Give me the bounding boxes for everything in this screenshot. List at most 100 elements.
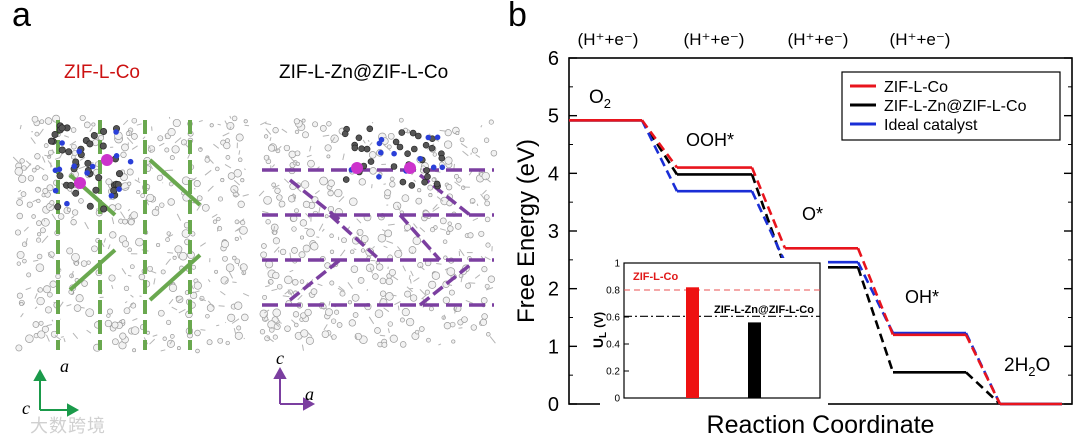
- struct-atom-bond: [51, 213, 57, 221]
- struct-atom: [15, 344, 23, 352]
- struct-atom: [212, 219, 218, 224]
- struct-atom: [43, 285, 51, 294]
- struct-atom-bond: [12, 156, 20, 164]
- right-axis-label-c: c: [276, 348, 284, 368]
- struct-atom-bond: [200, 329, 206, 331]
- struct-atom: [398, 117, 404, 123]
- struct-atom-bond: [160, 349, 166, 352]
- struct-atom-bond: [432, 204, 438, 210]
- struct-atom-bond: [408, 274, 411, 280]
- struct-atom-bond: [394, 301, 401, 306]
- energy-connector: [750, 190, 787, 263]
- cluster-atom: [56, 172, 64, 180]
- struct-atom: [431, 177, 436, 182]
- struct-atom-bond: [229, 115, 232, 119]
- struct-atom-bond: [362, 139, 366, 144]
- struct-atom: [442, 239, 448, 244]
- struct-atom: [484, 194, 490, 200]
- struct-atom-bond: [167, 234, 174, 238]
- struct-atom-bond: [328, 300, 331, 306]
- y-tick-label: 4: [548, 163, 559, 185]
- struct-atom-bond: [123, 186, 130, 190]
- cluster-atom: [428, 144, 436, 152]
- state-label-o2: O2: [589, 87, 611, 111]
- struct-atom-bond: [356, 218, 362, 224]
- struct-atom: [260, 251, 267, 259]
- struct-atom: [154, 206, 160, 211]
- struct-atom: [394, 249, 403, 258]
- struct-atom: [130, 211, 139, 220]
- struct-atom-bond: [174, 137, 182, 144]
- struct-atom: [225, 263, 235, 272]
- struct-atom: [384, 189, 392, 197]
- struct-atom-bond: [436, 263, 442, 265]
- struct-atom-bond: [391, 275, 399, 281]
- nitrogen-atom: [52, 167, 59, 174]
- struct-atom: [231, 115, 238, 122]
- struct-atom-bond: [271, 164, 275, 168]
- struct-atom-bond: [278, 204, 282, 208]
- struct-atom-bond: [176, 213, 182, 221]
- nitrogen-atom: [84, 170, 90, 176]
- struct-atom: [44, 306, 53, 314]
- nitrogen-atom: [425, 134, 432, 141]
- struct-atom: [196, 195, 203, 202]
- struct-atom: [169, 334, 175, 339]
- struct-atom-bond: [397, 246, 402, 252]
- struct-atom: [241, 313, 249, 322]
- struct-atom-bond: [158, 142, 165, 147]
- struct-atom: [225, 155, 231, 160]
- struct-atom: [319, 176, 328, 186]
- struct-atom-bond: [71, 215, 75, 219]
- nitrogen-atom: [108, 193, 115, 199]
- struct-atom: [484, 283, 490, 289]
- struct-atom-bond: [19, 124, 22, 130]
- struct-atom-bond: [439, 129, 447, 132]
- y-tick-label: 2: [548, 279, 559, 301]
- struct-atom: [272, 271, 280, 280]
- struct-atom-bond: [36, 186, 42, 190]
- struct-atom: [409, 294, 418, 302]
- cluster-atom: [433, 180, 441, 188]
- struct-atom-bond: [406, 286, 413, 293]
- struct-atom: [448, 289, 455, 296]
- struct-atom: [377, 233, 387, 243]
- struct-atom-bond: [470, 152, 472, 155]
- struct-atom-bond: [207, 185, 214, 192]
- struct-atom: [424, 289, 430, 295]
- struct-atom: [379, 290, 387, 297]
- struct-atom: [44, 117, 53, 125]
- struct-atom: [262, 294, 268, 300]
- struct-atom: [49, 200, 55, 206]
- struct-atom: [444, 156, 453, 165]
- struct-atom: [160, 269, 166, 275]
- struct-atom-bond: [122, 119, 129, 126]
- nitrogen-atom: [116, 186, 122, 192]
- struct-atom: [478, 230, 485, 237]
- struct-atom: [447, 221, 452, 226]
- struct-atom: [284, 275, 293, 285]
- struct-atom-bond: [330, 335, 334, 341]
- struct-atom-bond: [165, 258, 171, 266]
- struct-atom: [109, 231, 117, 239]
- struct-atom-bond: [469, 201, 476, 204]
- left-axes-indicator: [33, 368, 80, 417]
- struct-atom: [259, 329, 266, 335]
- struct-atom: [329, 233, 334, 239]
- cluster-atom: [86, 140, 94, 148]
- struct-atom-bond: [276, 145, 282, 151]
- struct-atom-bond: [130, 294, 134, 298]
- nitrogen-atom: [89, 163, 96, 170]
- struct-atom: [226, 121, 235, 130]
- struct-atom-bond: [63, 338, 66, 343]
- struct-atom: [34, 131, 40, 137]
- struct-atom: [348, 319, 356, 327]
- struct-atom-bond: [308, 292, 311, 297]
- cobalt-atom: [404, 162, 416, 174]
- struct-atom-bond: [168, 298, 174, 305]
- struct-atom: [324, 214, 329, 219]
- struct-atom-bond: [383, 144, 391, 151]
- struct-atom-bond: [304, 227, 309, 230]
- struct-atom: [80, 260, 88, 267]
- struct-atom: [174, 245, 183, 254]
